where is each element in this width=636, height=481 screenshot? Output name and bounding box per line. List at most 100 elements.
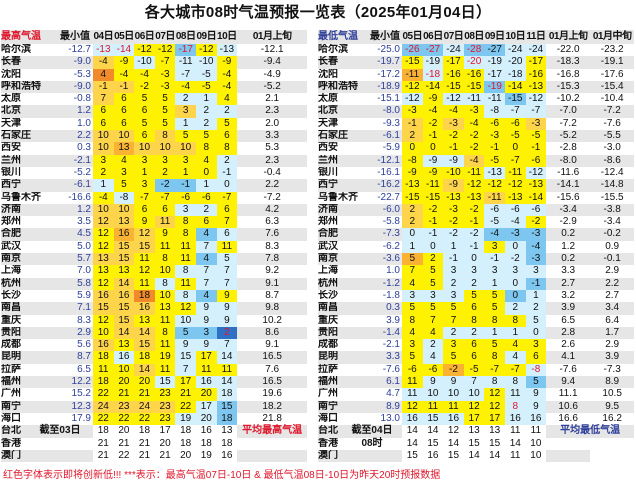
table-row: 天津 1.0 6 6 5 5 1 2 5 2.0: [1, 117, 309, 131]
temp-cell: -8: [402, 154, 423, 167]
temp-cell: 5: [422, 302, 444, 315]
temp-cell: -15: [504, 93, 526, 106]
avg-value: 0.9: [605, 240, 620, 252]
temp-cell: 5: [195, 130, 217, 143]
temp-cell: 8: [154, 277, 176, 290]
temp-cell: 3: [484, 240, 505, 254]
temp-cell: 11: [510, 449, 521, 461]
min-value: 7.0: [77, 265, 91, 277]
temp-cell: 20: [113, 376, 135, 389]
temp-cell: -13: [463, 191, 485, 204]
avg-value: 平均最低气温: [546, 425, 635, 438]
table-row: 银川 -5.2 2 3 1 2 1 0 -1 -0.4: [1, 166, 309, 180]
temp-cell: 22: [93, 388, 114, 401]
temp-cell: -4: [93, 56, 114, 69]
temp-cell: 10: [422, 388, 444, 401]
avg-value: 9.1: [237, 277, 308, 290]
temp-cell: -10: [195, 56, 217, 69]
temp-cell: 15: [447, 449, 460, 461]
temp-cell: -2: [525, 216, 547, 229]
min-temp-table: 最低气温 最小值 05日 06日 07日 08日 09日 10日 11日 01月上旬 01月中旬 哈尔…: [318, 30, 636, 463]
city-name: 乌鲁木齐: [1, 191, 41, 203]
city-name: 哈尔滨: [1, 44, 31, 55]
temp-cell: 17: [463, 412, 485, 426]
avg-value: 21.8: [262, 412, 282, 424]
temp-cell: 5: [484, 339, 505, 352]
temp-cell: -12: [154, 44, 176, 57]
city-name: 南宁: [318, 400, 368, 413]
temp-cell: 18: [93, 376, 114, 389]
temp-cell: -3: [443, 117, 464, 131]
city-name: 杭州: [1, 277, 57, 290]
min-value: 1.0: [386, 265, 400, 277]
min-value: 1.2: [57, 203, 93, 217]
temp-cell: 7: [216, 339, 238, 352]
temp-cell: 9: [154, 228, 176, 241]
city-name: 海口: [1, 412, 21, 424]
temp-cell: 3: [175, 105, 196, 118]
temp-cell: 16: [113, 228, 135, 241]
temp-cell: 8: [504, 400, 526, 413]
table-row: 贵阳 -1.4 4 4 2 2 1 1 0 2.8 1.7: [318, 326, 636, 340]
temp-cell: -13: [402, 179, 423, 192]
temp-cell: 8: [402, 314, 423, 327]
table-row: 兰州 -2.1 3 4 3 3 3 4 2 2.3: [1, 154, 309, 167]
min-value: 8.9: [368, 400, 402, 413]
temp-cell: 11: [530, 425, 542, 437]
temp-cell: -5: [463, 363, 485, 377]
min-value: 7.1: [57, 302, 93, 315]
avg-header: 01月上旬: [546, 30, 591, 44]
temp-cell: 11: [154, 339, 176, 352]
avg-value: 7.6: [237, 228, 308, 241]
table-row: 福州 12.2 18 20 20 15 17 16 14 16.5: [1, 376, 309, 389]
temp-cell: 13: [134, 314, 155, 327]
city-name: 成都: [318, 339, 338, 351]
temp-cell: -17: [484, 68, 505, 81]
temp-cell: -9: [422, 93, 444, 106]
avg-value: -5.5: [590, 130, 635, 143]
temp-cell: -1: [422, 216, 444, 229]
temp-cell: 3: [175, 203, 196, 217]
temp-cell: -3: [484, 130, 505, 143]
temp-cell: -16: [443, 68, 464, 81]
temp-cell: 4: [422, 351, 444, 364]
avg-value: -14.1: [546, 179, 591, 192]
table-row: 杭州 -1.2 4 5 2 2 1 0 -1 2.7 2.2: [318, 277, 636, 290]
temp-cell: 1: [402, 240, 423, 254]
temp-cell: 2: [422, 339, 444, 352]
min-value: -1.4: [368, 326, 402, 340]
avg-value: 1.7: [590, 326, 635, 340]
temp-cell: 11: [402, 388, 423, 401]
avg-value: -3.0: [603, 142, 621, 154]
avg-value: -9.4: [237, 56, 308, 69]
temp-cell: -1: [443, 142, 464, 155]
table-row: 长沙 -1.8 3 3 3 5 5 0 1 3.2 2.7: [318, 289, 636, 303]
min-value: -9.0: [57, 80, 93, 94]
temp-cell: 7: [463, 376, 485, 389]
table-row: 石家庄 -6.1 2 -1 -2 -2 -3 -5 -5 -5.2 -5.5: [318, 130, 636, 143]
table-row: 呼和浩特 -18.9 -12 -14 -15 -15 -19 -14 -13 -15.3 -15.4: [318, 80, 636, 94]
table-row: 南宁 12.3 24 23 24 23 22 17 15 18.2: [1, 400, 309, 413]
table-row: 武汉 -6.2 1 0 1 -1 3 0 -4 1.2 0.9: [318, 240, 636, 254]
temp-cell: 6: [113, 105, 135, 118]
min-value: -5.3: [73, 68, 91, 80]
temp-cell: 18: [180, 425, 192, 437]
city-name: 武汉: [1, 240, 21, 252]
temp-cell: -7: [154, 191, 176, 204]
temp-cell: -11: [463, 166, 485, 180]
temp-cell: 0: [422, 142, 444, 155]
temp-cell: 20: [159, 437, 171, 449]
city-name: 天津: [1, 117, 21, 129]
temp-cell: 23: [154, 400, 176, 413]
temp-cell: -3: [443, 203, 464, 217]
city-name: 银川: [318, 166, 338, 178]
temp-cell: 10: [93, 142, 114, 155]
table-row: 沈阳 -5.3 4 -4 -4 -3 -7 -5 -4 -4.9: [1, 68, 309, 81]
city-name: 天津: [318, 117, 338, 129]
city-name: 南京: [1, 253, 57, 266]
temp-cell: 11: [504, 388, 526, 401]
temp-cell: 3: [402, 289, 423, 303]
temp-cell: 1: [93, 179, 114, 192]
temp-cell: 5: [216, 117, 238, 131]
avg-value: 8.3: [265, 240, 280, 252]
